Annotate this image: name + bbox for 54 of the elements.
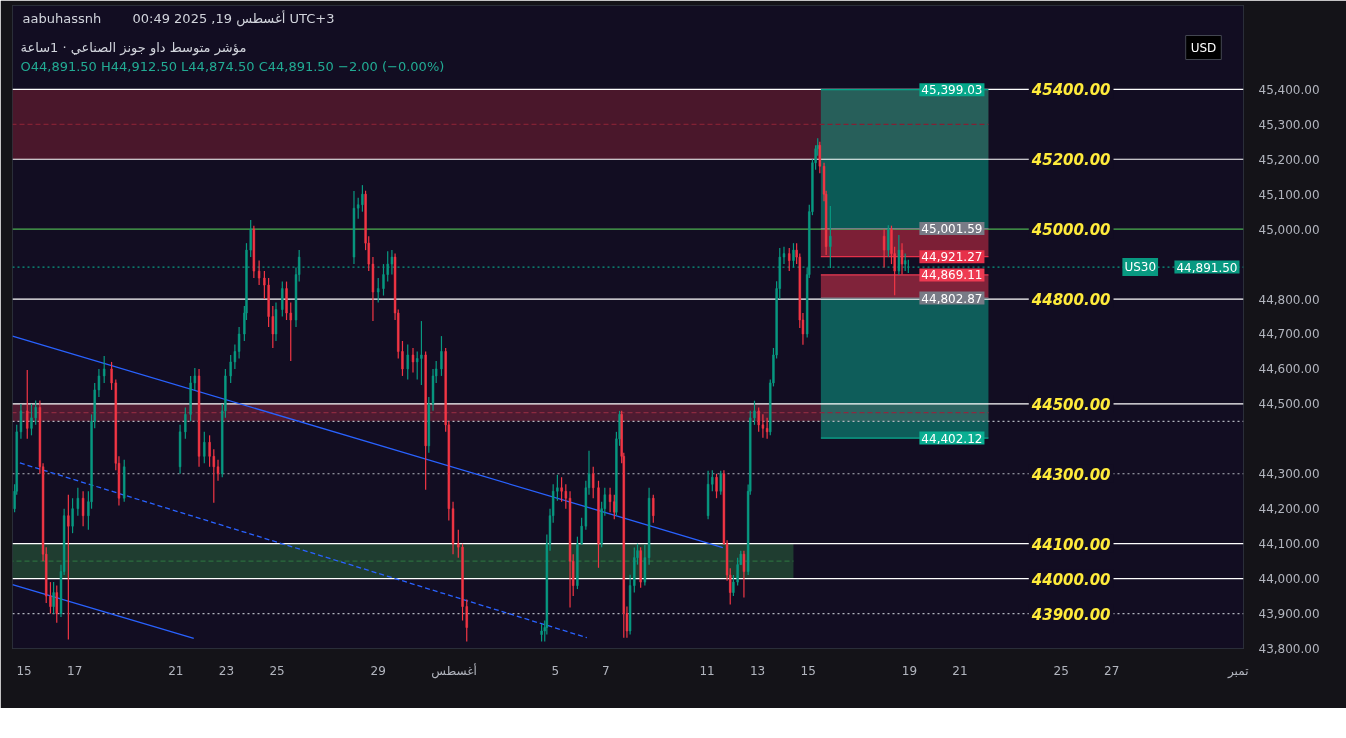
text: مؤشر متوسط داو جونز الصناعي · 1ساعة [20,40,247,56]
data-label: 44,891.50 [1176,260,1238,275]
y-tick-label: 44,800.00 [1258,292,1320,307]
y-tick-label: 45,300.00 [1258,117,1320,132]
data-label: 44,402.12 [921,431,983,446]
x-tick-label: 11 [699,663,715,678]
x-tick-label: 25 [269,663,285,678]
x-tick-label: 13 [750,663,766,678]
x-tick-label: 27 [1104,663,1120,678]
annotation: aabuhassnh [22,11,102,26]
ref-line-label: 44300.00 [1030,465,1111,484]
data-label: 44,869.11 [921,268,983,283]
x-tick-label: 17 [67,663,83,678]
data-label: 45,001.59 [921,222,983,237]
x-tick-label: 23 [218,663,235,678]
ref-line-label: 44000.00 [1030,570,1111,589]
y-tick-label: 45,000.00 [1258,222,1320,237]
ref-line-label: 44800.00 [1030,291,1111,310]
x-tick-label: 5 [551,663,560,678]
x-tick-label: أغسطس [431,662,477,679]
y-tick-label: 45,100.00 [1258,187,1320,202]
ref-line-label: 44100.00 [1030,535,1111,554]
ref-line-label: 45000.00 [1030,221,1111,240]
y-tick-label: 44,500.00 [1258,397,1320,412]
y-tick-label: 43,800.00 [1258,642,1320,656]
x-tick-label: 7 [602,663,610,678]
ref-line-label: 43900.00 [1030,605,1111,624]
x-tick-label: 21 [168,663,184,678]
x-tick-label: 19 [901,663,918,678]
y-tick-label: 44,000.00 [1258,572,1320,587]
x-tick-label: 15 [800,663,816,678]
y-tick-label: 45,200.00 [1258,152,1320,167]
y-tick-label: 44,200.00 [1258,502,1320,517]
annotation: US30 [1124,260,1157,275]
y-axis-title: USD [1190,40,1217,55]
y-tick-label: 44,100.00 [1258,537,1320,552]
x-tick-label: 15 [16,663,32,678]
ref-line-label: 45200.00 [1030,151,1111,170]
x-tick-label: 25 [1053,663,1069,678]
x-tick-label: تمبر [1226,663,1249,679]
annotation: 00:49 2025 ,19 أغسطس UTC+3 [132,10,335,27]
data-label: 45,399.03 [921,83,983,98]
data-label: 44,921.27 [921,250,983,265]
data-label: 44,802.87 [921,291,983,306]
y-tick-label: 45,400.00 [1258,82,1320,97]
ref-line-label: 45400.00 [1030,81,1111,100]
ref-line-label: 44500.00 [1030,395,1111,414]
y-tick-label: 44,600.00 [1258,362,1320,377]
text: O44,891.50 H44,912.50 L44,874.50 C44,891.50 −2.00 (−0.00%) [20,59,445,74]
x-tick-label: 29 [370,663,386,678]
y-tick-label: 44,300.00 [1258,467,1320,482]
y-tick-label: 44,700.00 [1258,327,1320,342]
y-tick-label: 43,900.00 [1258,607,1320,622]
x-tick-label: 21 [952,663,968,678]
